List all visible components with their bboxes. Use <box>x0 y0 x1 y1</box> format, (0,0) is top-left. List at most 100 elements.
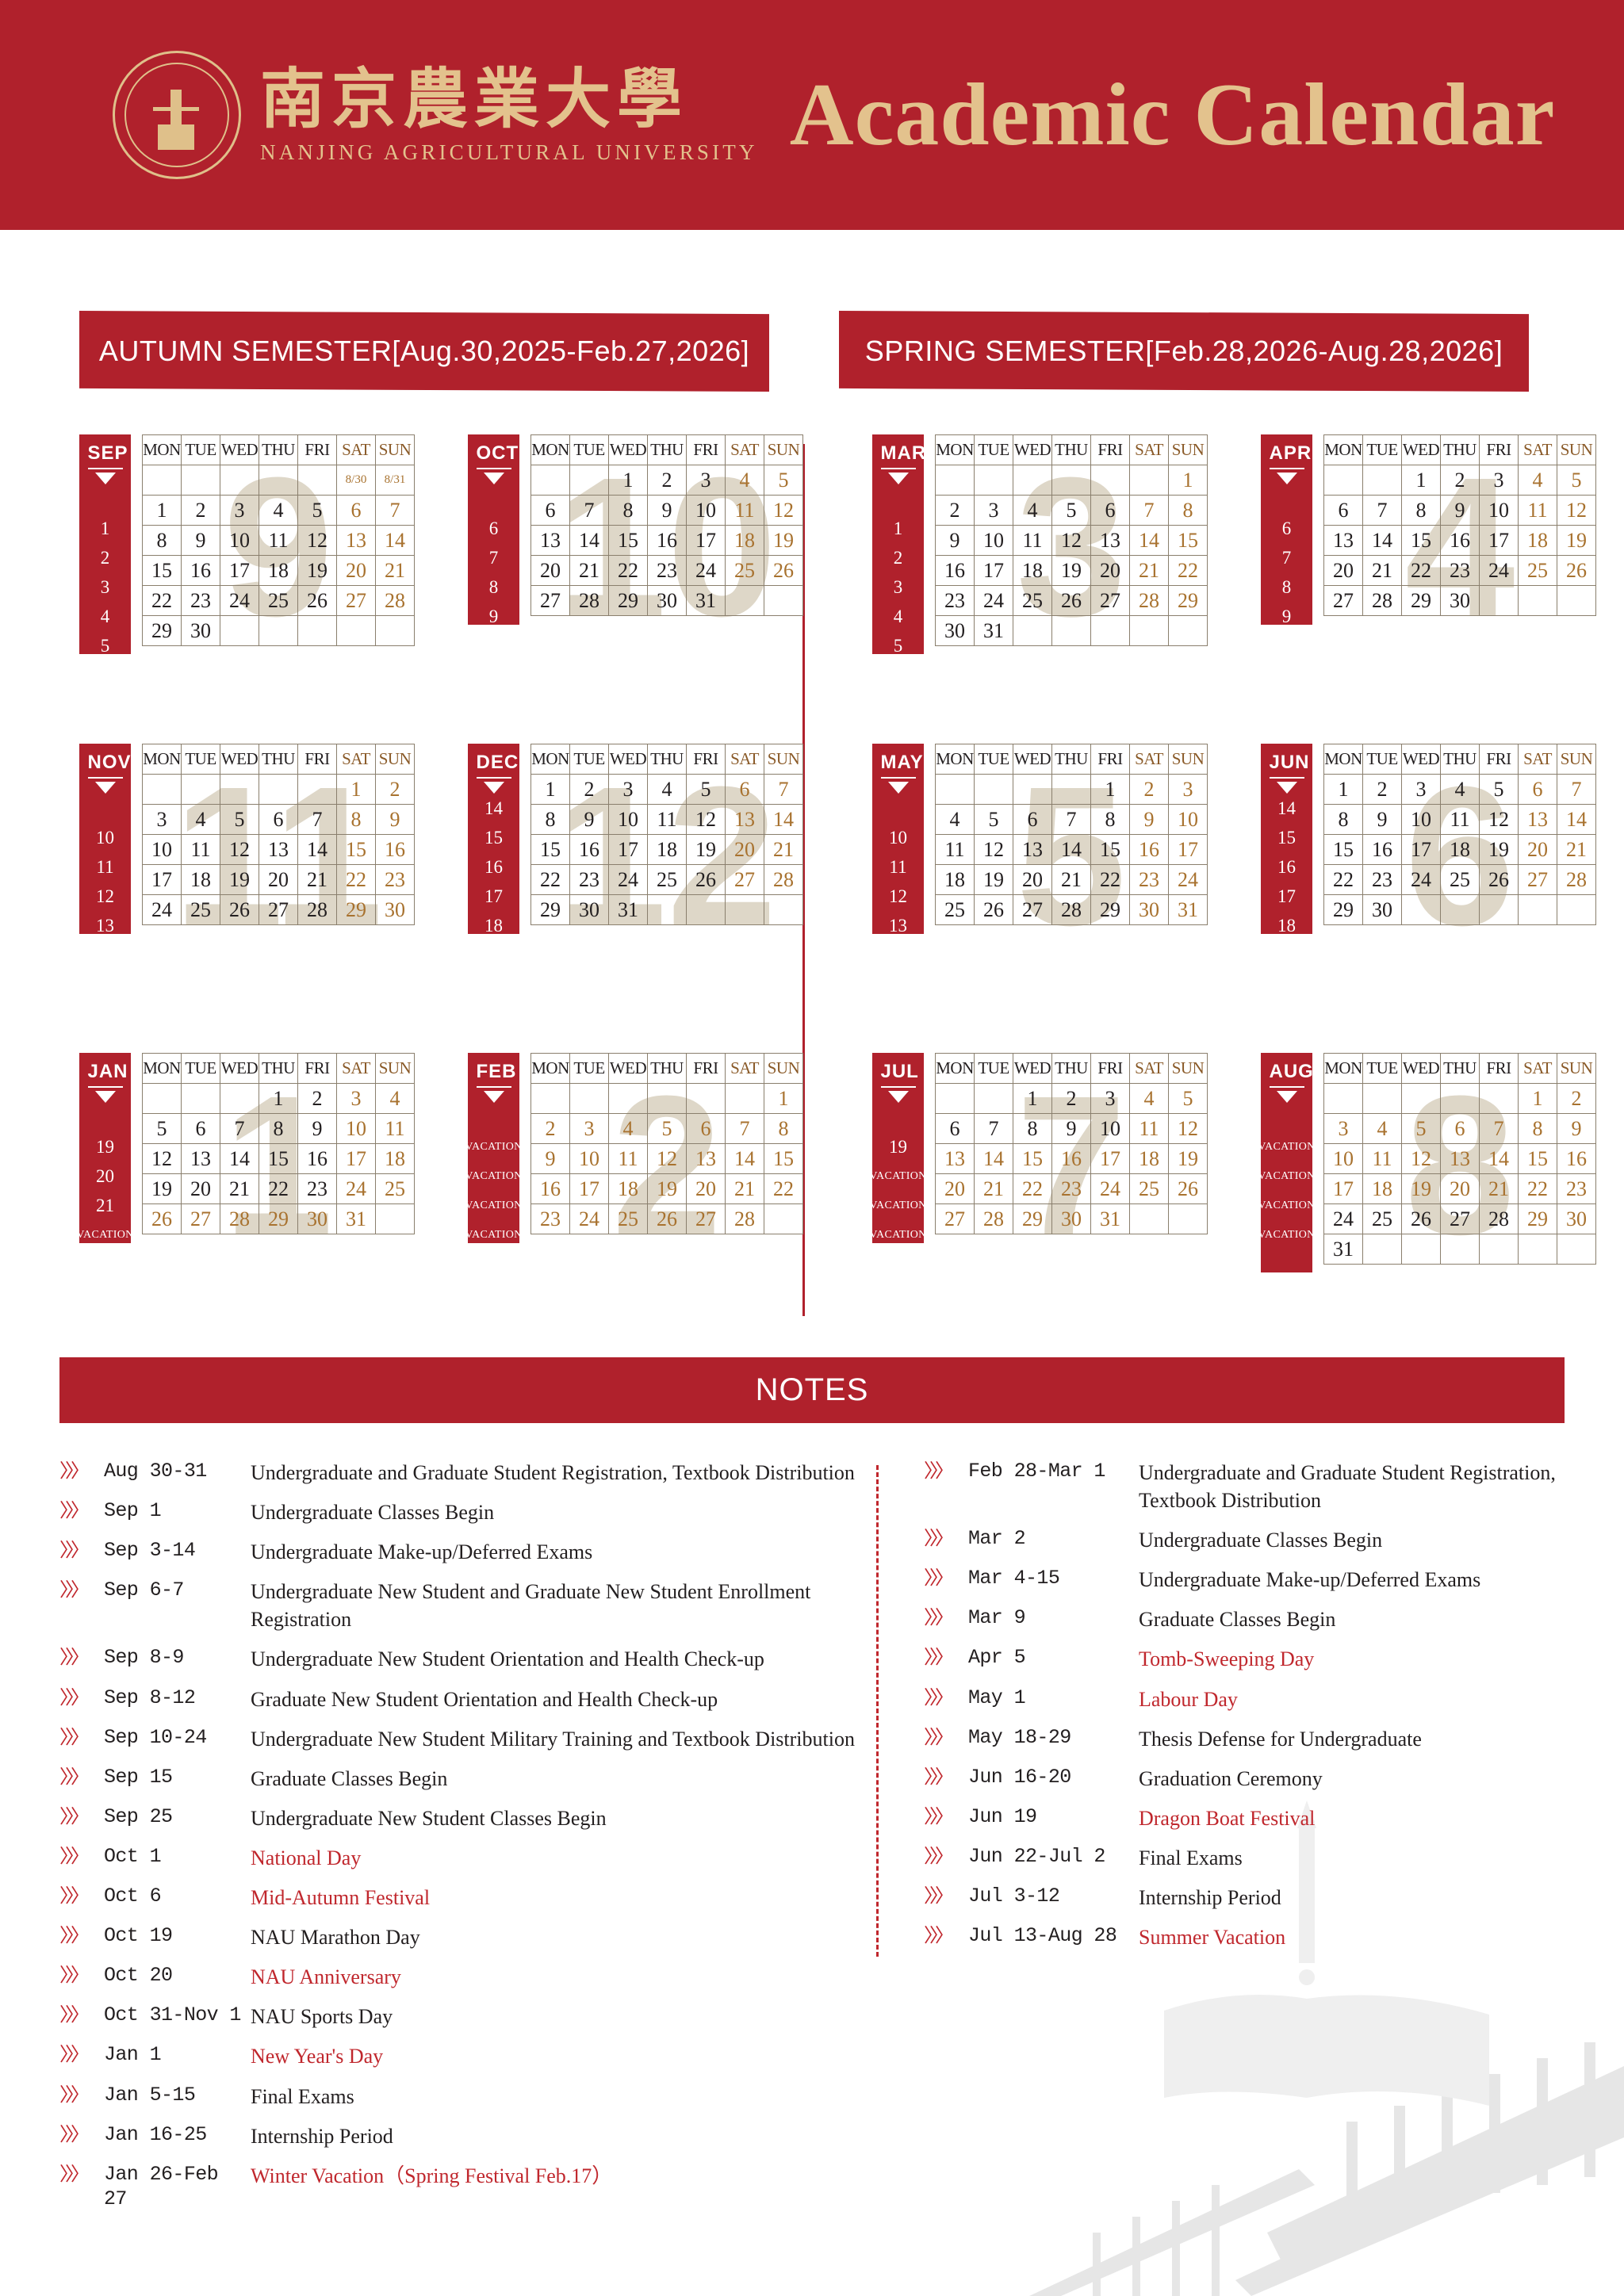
day-cell: 26 <box>686 864 726 895</box>
weekday-header-sun: SUN <box>1557 1053 1596 1084</box>
weekday-header-sat: SAT <box>725 744 764 775</box>
week-number: 17 <box>1277 886 1296 906</box>
day-cell: 12 <box>764 495 803 526</box>
day-cell: 19 <box>974 864 1013 895</box>
day-cell: 15 <box>1518 1143 1557 1174</box>
week-number: VACATION <box>465 1199 523 1211</box>
note-description: Undergraduate Classes Begin <box>1139 1529 1383 1552</box>
weekday-header-thu: THU <box>1051 1053 1091 1084</box>
weekday-header-wed: WED <box>1401 1053 1441 1084</box>
day-cell: 16 <box>1051 1143 1091 1174</box>
note-description: Mid-Autumn Festival <box>251 1886 431 1910</box>
day-cell: 27 <box>686 1203 726 1234</box>
week-row: 16 17 18 19 20 21 22 <box>530 1173 803 1204</box>
day-cell: 8 <box>1013 1113 1052 1144</box>
day-cell-empty <box>1479 1234 1519 1265</box>
day-cell: 26 <box>1168 1173 1208 1204</box>
note-date: Jan 16-25 <box>104 2122 207 2146</box>
weekday-header-mon: MON <box>935 434 975 465</box>
week-row: 22 23 24 25 26 27 28 <box>142 585 415 616</box>
notes-columns: 〉〉〉 Aug 30-31 Undergraduate and Graduate S… <box>59 1459 1565 2223</box>
notes-right-column: 〉〉〉 Feb 28-Mar 1 Undergraduate and Graduat… <box>924 1459 1558 2223</box>
note-item: 〉〉〉 Feb 28-Mar 1 Undergraduate and Graduat… <box>924 1459 1558 1514</box>
weekday-header-wed: WED <box>220 434 259 465</box>
day-cell: 14 <box>569 525 609 556</box>
day-cell: 24 <box>336 1173 376 1204</box>
weekday-header-mon: MON <box>1323 744 1363 775</box>
day-cell: 4 <box>1362 1113 1402 1144</box>
day-cell: 22 <box>1168 555 1208 586</box>
day-cell: 6 <box>935 1113 975 1144</box>
week-number: 10 <box>96 828 114 848</box>
double-chevron-icon: 〉〉〉 <box>59 1766 90 1788</box>
day-cell: 13 <box>935 1143 975 1174</box>
day-cell-empty <box>1323 465 1363 496</box>
note-item: 〉〉〉 Sep 10-24 Undergraduate New Student Mi… <box>59 1725 880 1753</box>
day-cell-empty <box>1479 894 1519 925</box>
note-date: Mar 2 <box>968 1527 1026 1551</box>
day-cell: 4 <box>647 774 687 805</box>
week-row: 8 9 10 11 12 13 14 <box>142 525 415 556</box>
note-item: 〉〉〉 Jan 5-15 Final Exams <box>59 2083 880 2110</box>
note-description: New Year's Day <box>251 2045 384 2068</box>
week-row: 18 19 20 21 22 23 24 <box>935 864 1208 895</box>
weekday-header-fri: FRI <box>686 434 726 465</box>
day-cell: 7 <box>569 495 609 526</box>
day-cell: 2 <box>569 774 609 805</box>
day-cell: 27 <box>530 585 570 616</box>
day-cell: 21 <box>725 1173 764 1204</box>
day-cell: 1 <box>1090 774 1130 805</box>
day-cell: 18 <box>1013 555 1052 586</box>
day-cell: 18 <box>935 864 975 895</box>
day-cell: 26 <box>1557 555 1596 586</box>
note-date: Feb 28-Mar 1 <box>968 1460 1105 1483</box>
month-table: MON TUE WED THU FRI SAT SUN 1 2 3 4 5 6 7 8 9 10 11 12 13 14… <box>935 1053 1208 1234</box>
day-cell-empty <box>1013 465 1052 496</box>
double-chevron-icon: 〉〉〉 <box>924 1846 954 1867</box>
day-cell: 1 <box>1323 774 1363 805</box>
week-number: 7 <box>1281 548 1292 568</box>
chevron-down-icon <box>94 473 116 484</box>
day-cell: 31 <box>686 585 726 616</box>
note-item: 〉〉〉 Jun 16-20 Graduation Ceremony <box>924 1765 1558 1793</box>
day-cell: 7 <box>375 495 415 526</box>
day-cell: 27 <box>1090 585 1130 616</box>
note-item: 〉〉〉 Sep 6-7 Undergraduate New Student and … <box>59 1578 880 1633</box>
week-number: VACATION <box>465 1169 523 1182</box>
weekday-header-tue: TUE <box>974 1053 1013 1084</box>
week-row: 13 14 15 16 17 18 19 <box>530 525 803 556</box>
day-cell: 28 <box>764 864 803 895</box>
weekday-header-sun: SUN <box>1557 744 1596 775</box>
day-cell: 29 <box>1168 585 1208 616</box>
day-cell: 8 <box>336 804 376 835</box>
day-cell-empty <box>142 774 182 805</box>
day-cell-empty <box>1440 894 1480 925</box>
month-label-jun: JUN 14 15 16 17 18 <box>1261 744 1312 935</box>
day-cell: 12 <box>1479 804 1519 835</box>
weekday-header-sat: SAT <box>1129 1053 1169 1084</box>
double-chevron-icon: 〉〉〉 <box>59 1846 90 1867</box>
page-header: 南京農業大學 NANJING AGRICULTURAL UNIVERSITY A… <box>0 0 1624 230</box>
week-number: 20 <box>96 1166 114 1186</box>
day-cell: 26 <box>1479 864 1519 895</box>
week-number: 9 <box>1281 607 1292 626</box>
day-cell: 17 <box>569 1173 609 1204</box>
double-chevron-icon: 〉〉〉 <box>924 1687 954 1709</box>
university-name-en: NANJING AGRICULTURAL UNIVERSITY <box>260 140 758 164</box>
day-cell: 4 <box>375 1083 415 1114</box>
day-cell-empty <box>1090 465 1130 496</box>
day-cell-empty <box>220 774 259 805</box>
day-cell: 19 <box>1051 555 1091 586</box>
chevron-down-icon <box>94 782 116 794</box>
weekday-header-sun: SUN <box>375 1053 415 1084</box>
week-row: 29 30 31 <box>530 894 803 925</box>
day-cell: 4 <box>259 495 298 526</box>
day-cell: 24 <box>569 1203 609 1234</box>
day-cell: 18 <box>725 525 764 556</box>
day-cell: 6 <box>181 1113 220 1144</box>
day-cell: 19 <box>297 555 337 586</box>
day-cell: 8 <box>530 804 570 835</box>
day-cell: 9 <box>297 1113 337 1144</box>
double-chevron-icon: 〉〉〉 <box>924 1568 954 1590</box>
